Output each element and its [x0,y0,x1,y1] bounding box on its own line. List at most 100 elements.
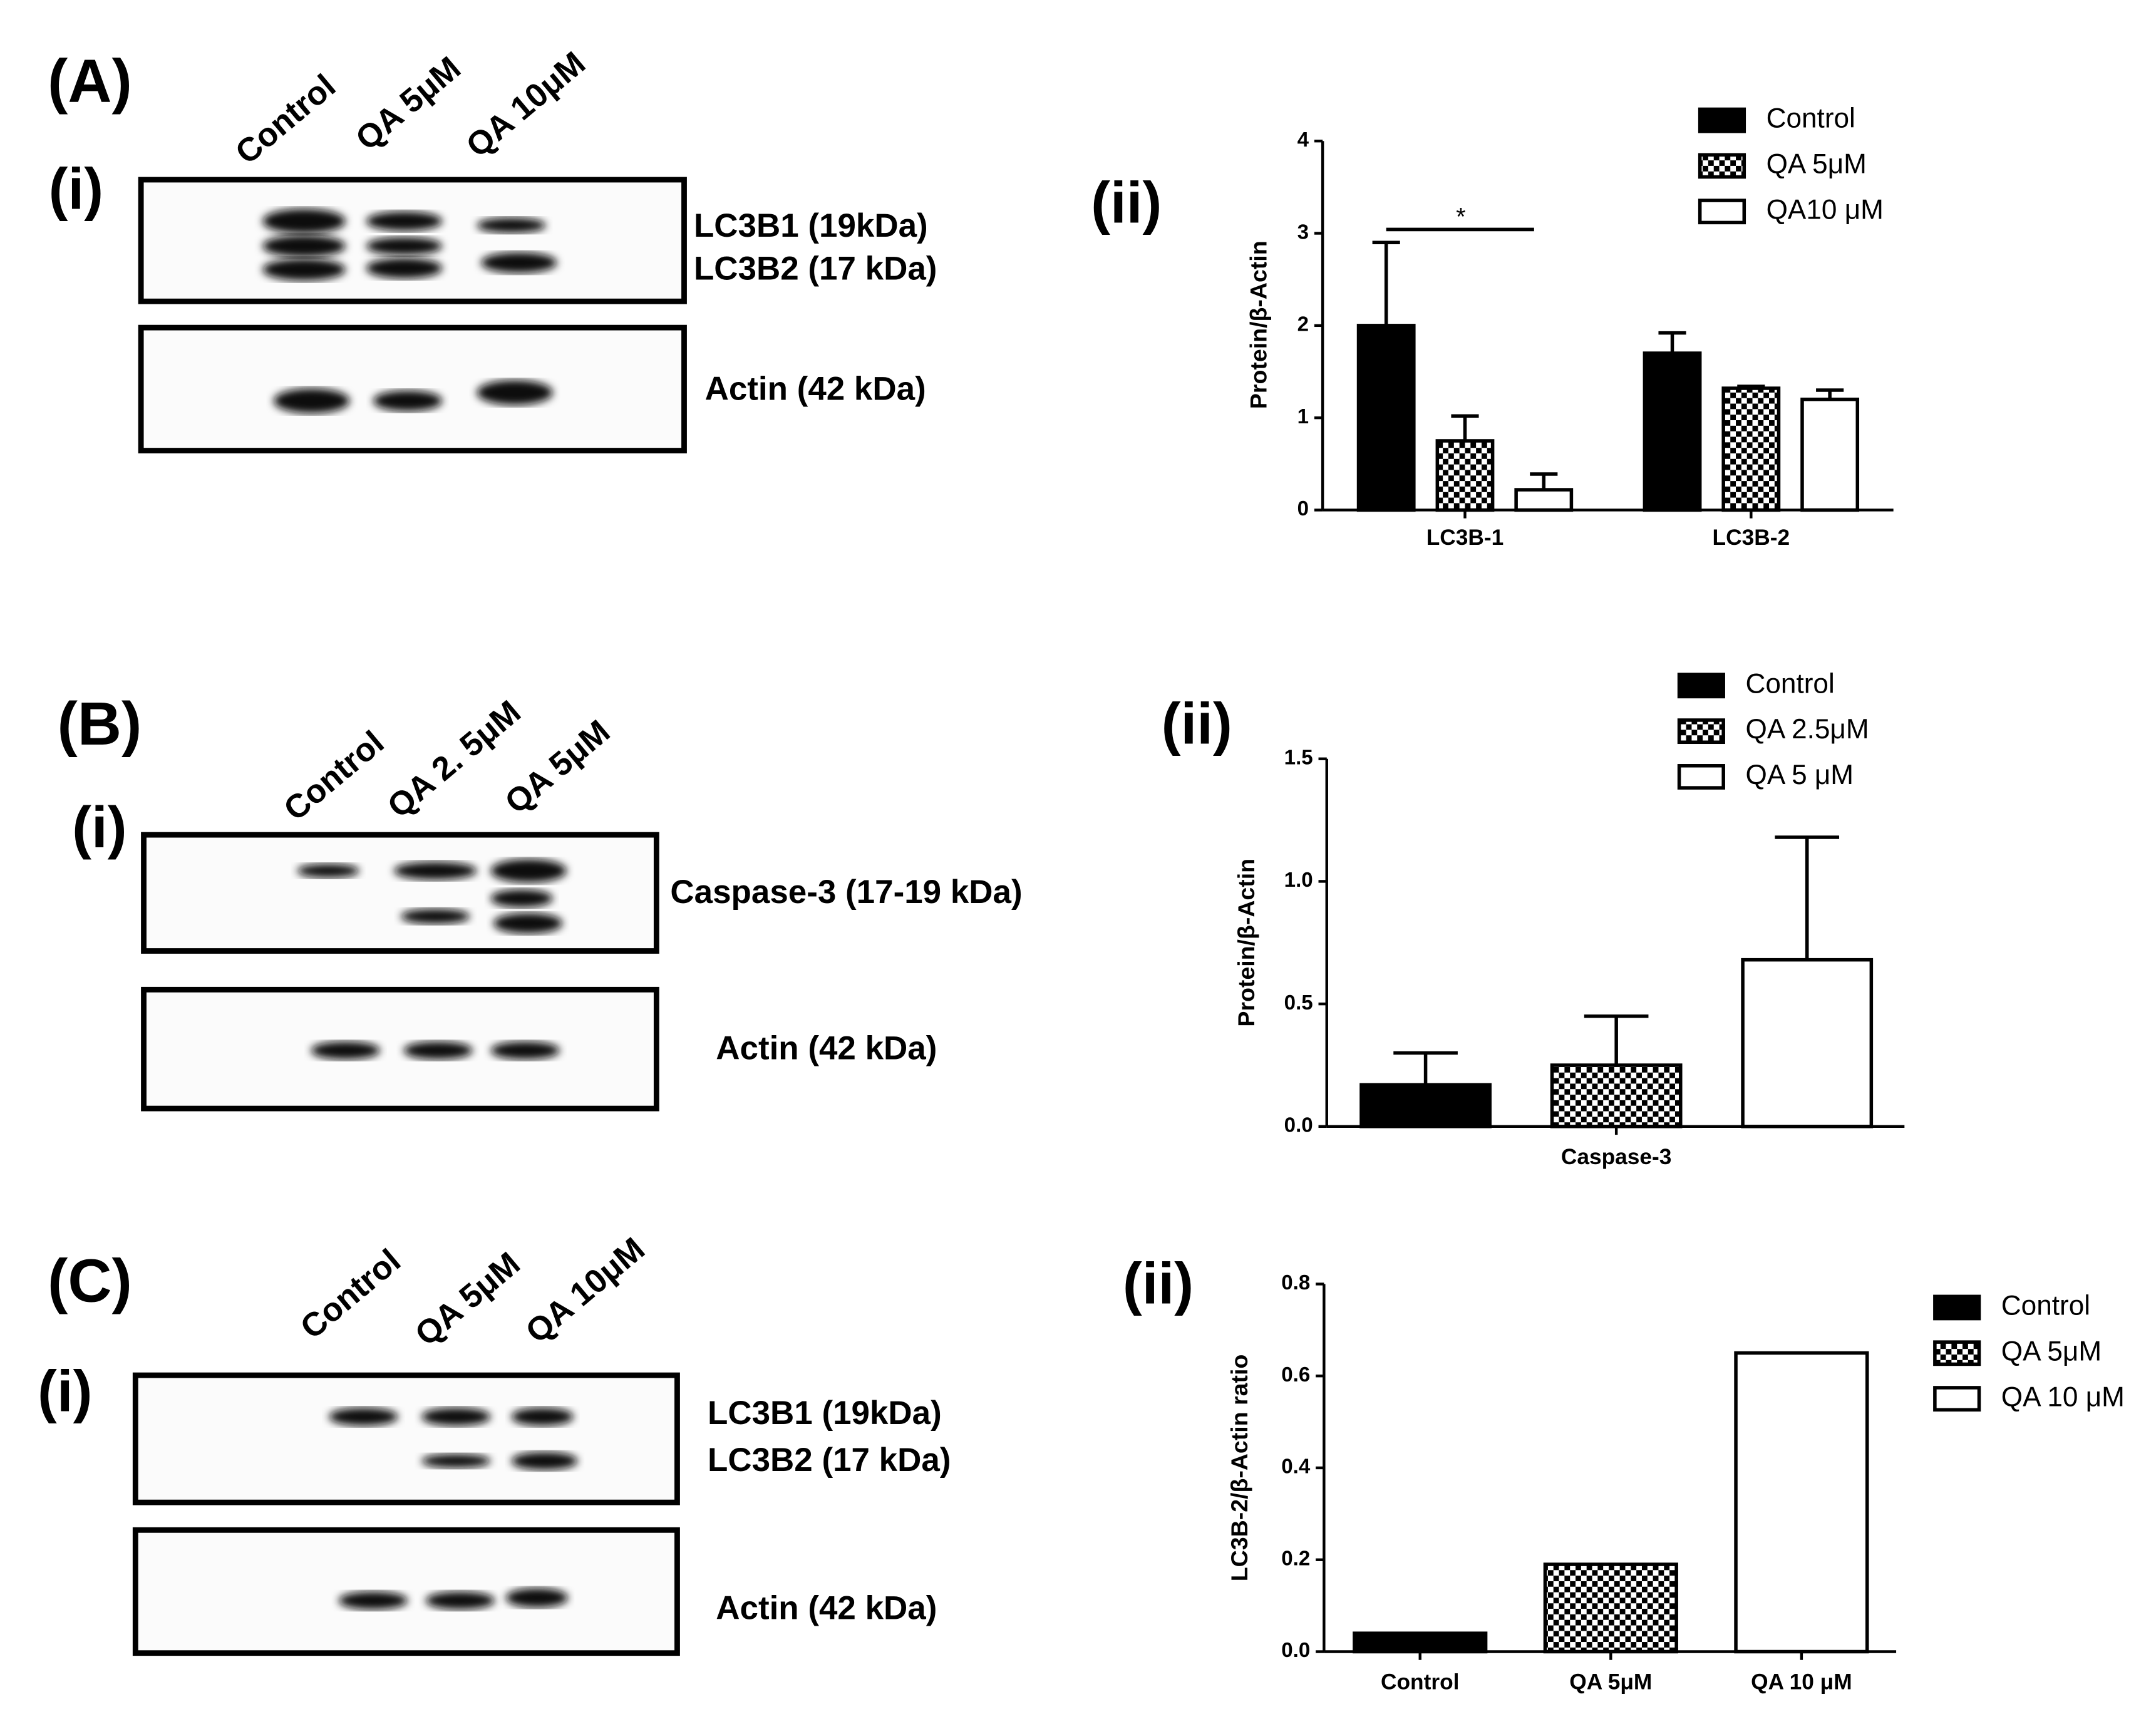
panel-label: (C) [48,1246,132,1314]
error-bar [1372,240,1400,326]
error-bar [1658,331,1686,354]
error-bar [1451,414,1479,441]
y-tick-label: 4 [1297,128,1309,152]
bar [1643,351,1702,512]
blot-band [511,1407,574,1426]
blot-band [421,1453,491,1468]
blot-frame [132,1527,680,1656]
legend-label: QA 5μM [2001,1336,2102,1366]
legend-label: QA 5μM [1767,149,1867,180]
legend-swatch [1698,107,1746,133]
x-tick-label: QA 10 μM [1751,1670,1852,1695]
legend-label: QA10 μM [1767,194,1884,225]
error-bar [1775,835,1840,960]
error-bar [1584,1014,1649,1065]
blot-band [273,388,350,413]
bar [1543,1562,1678,1654]
y-tick-label: 1 [1297,405,1309,428]
blot-frame [141,832,659,954]
lane-label: QA 10μM [460,44,592,164]
lane-label: QA 10μM [518,1231,651,1350]
blot-band [262,235,346,257]
blot-frame [138,324,687,453]
legend-label: QA 5 μM [1746,760,1854,790]
lane-label: Control [229,68,343,172]
band-label: LC3B2 (17 kDa) [708,1442,951,1479]
y-tick-label: 0.5 [1284,991,1313,1014]
y-axis-label: Protein/β-Actin [1246,240,1272,409]
blot-band [262,258,346,281]
bar [1734,1351,1869,1654]
band-label: Actin (42 kDa) [705,371,926,408]
y-tick-label: 2 [1297,313,1309,336]
y-axis-label: LC3B-2/β-Actin ratio [1226,1355,1252,1582]
blot-band [262,209,346,234]
bar [1514,488,1574,512]
y-tick-label: 3 [1297,220,1309,244]
blot-band [403,1041,473,1060]
y-tick-label: 0.6 [1281,1363,1310,1386]
sub-label: (i) [49,157,103,222]
lane-label: QA 5μM [349,49,468,158]
legend-swatch [1698,199,1746,225]
bar [1800,397,1860,512]
legend-swatch [1933,1386,1981,1412]
blot-band [329,1407,398,1426]
x-tick-label: Caspase-3 [1561,1145,1672,1169]
x-tick-label: LC3B-2 [1713,525,1790,550]
bar [1550,1063,1683,1128]
blot-band [297,864,359,878]
bar [1435,439,1495,512]
blot-band [366,211,443,231]
legend-swatch [1698,153,1746,179]
legend-swatch [1933,1340,1981,1366]
blot-band [394,862,477,880]
legend-swatch [1677,673,1725,699]
legend-label: Control [1767,103,1855,134]
legend-label: QA 2.5μM [1746,714,1869,745]
blot-band [373,390,443,411]
bar [1359,1083,1492,1128]
blot-band [481,252,557,273]
sub-label: (ii) [1162,691,1232,756]
y-tick-label: 0.8 [1281,1271,1310,1294]
blot-band [421,1407,491,1426]
legend-swatch [1933,1294,1981,1321]
blot-band [477,380,553,405]
blot-band [511,1452,578,1470]
sub-label: (ii) [1091,170,1162,235]
sub-label: (i) [72,795,126,860]
lane-label: Control [277,724,391,828]
blot-band [338,1591,408,1610]
y-tick-label: 1.0 [1284,869,1313,892]
y-tick-label: 1.5 [1284,746,1313,769]
panel-label: (B) [58,689,142,758]
blot-band [505,1587,569,1608]
y-tick-label: 0.2 [1281,1547,1310,1570]
lane-label: Control [294,1242,408,1346]
band-label: Actin (42 kDa) [716,1589,937,1626]
sub-label: (ii) [1123,1251,1194,1316]
blot-band [490,859,567,883]
bar [1721,386,1781,512]
blot-band [366,237,443,256]
y-tick-label: 0.4 [1281,1455,1311,1479]
band-label: Caspase-3 (17-19 kDa) [670,874,1022,911]
y-axis-label: Protein/β-Actin [1233,859,1259,1027]
y-tick-label: 0.0 [1281,1639,1310,1662]
bar [1353,1631,1488,1654]
blot-frame [132,1372,680,1505]
blot-band [311,1041,380,1060]
legend-label: Control [1746,668,1835,699]
y-tick-label: 0 [1297,497,1309,520]
bar [1741,957,1874,1128]
blot-band [490,889,553,908]
legend-label: Control [2001,1291,2090,1321]
panel-label: (A) [48,47,132,115]
band-label: LC3B2 (17 kDa) [694,250,937,287]
band-label: LC3B1 (19kDa) [708,1395,942,1432]
x-tick-label: Control [1381,1670,1459,1695]
blot-frame [141,986,659,1112]
sub-label: (i) [38,1359,92,1424]
band-label: LC3B1 (19kDa) [694,207,928,244]
